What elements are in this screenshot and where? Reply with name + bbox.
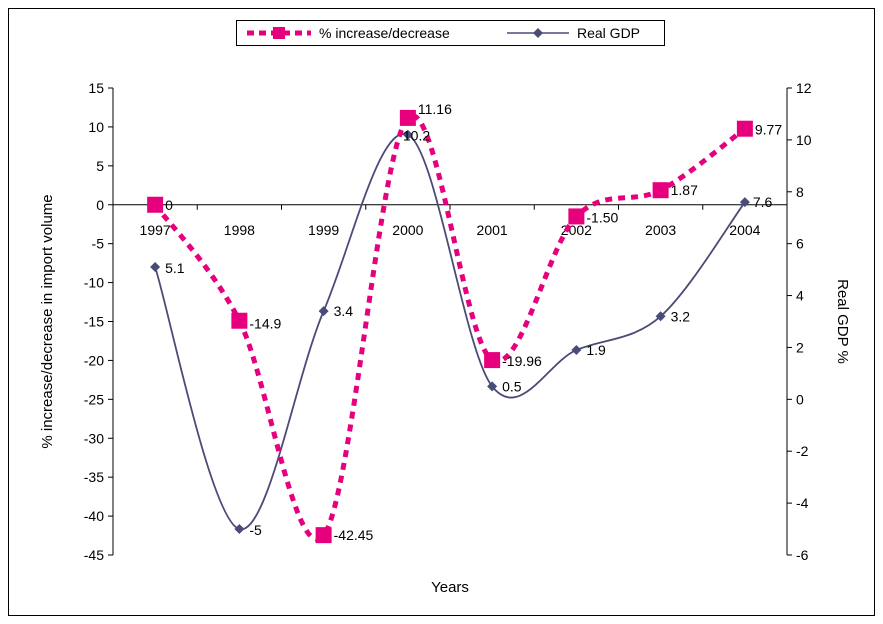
legend-swatch-line-diamond (507, 28, 569, 38)
data-label-import-2000: 11.16 (418, 101, 452, 117)
y-right-tick-label: 12 (796, 80, 812, 96)
chart-frame (8, 8, 875, 616)
data-point-gdp-1998 (234, 524, 245, 535)
series-line-import-change (153, 113, 747, 542)
data-point-import-2001 (484, 352, 501, 369)
chart-legend: % increase/decrease Real GDP (236, 20, 665, 46)
data-label-import-1999: -42.45 (334, 527, 374, 543)
data-label-gdp-2003: 3.2 (671, 308, 691, 324)
y-left-tick-label: 10 (88, 119, 104, 135)
y-left-tick-label: 0 (96, 197, 104, 213)
y-right-tick-label: 6 (796, 236, 804, 252)
data-point-gdp-2001 (487, 381, 498, 392)
data-point-import-2002 (568, 208, 585, 225)
y-left-tick-label: -15 (84, 314, 104, 330)
y-right-tick-label: 10 (796, 132, 812, 148)
data-point-import-1999 (315, 527, 332, 544)
y-left-tick-label: 15 (88, 80, 104, 96)
y-left-tick-label: -10 (84, 275, 104, 291)
y-right-tick-label: -2 (796, 443, 809, 459)
x-tick-label: 1997 (140, 222, 171, 238)
data-label-import-2004: 9.77 (755, 122, 782, 138)
y-left-tick-label: -20 (84, 352, 104, 368)
y-axis-right-title: Real GDP % (834, 279, 851, 364)
x-tick-label: 1998 (224, 222, 255, 238)
data-point-import-2000 (399, 109, 416, 126)
legend-label-real-gdp: Real GDP (577, 25, 641, 41)
data-point-gdp-1997 (150, 262, 161, 273)
data-point-gdp-1999 (318, 306, 329, 317)
x-tick-label: 2003 (645, 222, 676, 238)
x-tick-label: 1999 (308, 222, 339, 238)
y-left-tick-label: -35 (84, 469, 104, 485)
data-point-gdp-2002 (571, 345, 582, 356)
data-point-import-1998 (231, 312, 248, 329)
data-label-import-2002: -1.50 (586, 209, 618, 225)
data-point-gdp-2004 (739, 197, 750, 208)
data-point-gdp-2000 (402, 129, 413, 140)
data-label-gdp-1998: -5 (249, 522, 262, 538)
y-right-tick-label: 2 (796, 339, 804, 355)
x-axis-title: Years (431, 579, 469, 596)
y-left-tick-label: 5 (96, 158, 104, 174)
x-tick-label: 2000 (392, 222, 423, 238)
legend-label-import-change: % increase/decrease (319, 25, 450, 41)
data-label-import-2001: -19.96 (502, 353, 542, 369)
y-left-tick-label: -45 (84, 547, 104, 563)
y-right-tick-label: -6 (796, 547, 809, 563)
data-label-gdp-2004: 7.6 (753, 194, 773, 210)
data-label-gdp-2001: 0.5 (502, 378, 522, 394)
data-label-gdp-1999: 3.4 (334, 303, 354, 319)
y-right-tick-label: 0 (796, 391, 804, 407)
data-label-import-2003: 1.87 (671, 182, 698, 198)
y-right-tick-label: -4 (796, 495, 809, 511)
data-label-import-1998: -14.9 (249, 316, 281, 332)
y-left-tick-label: -30 (84, 430, 104, 446)
data-point-gdp-2003 (655, 311, 666, 322)
data-point-import-2003 (652, 182, 669, 199)
data-label-gdp-1997: 5.1 (165, 260, 185, 276)
data-label-gdp-2002: 1.9 (586, 342, 606, 358)
y-axis-left-title: % increase/decrease in import volume (39, 194, 56, 448)
x-tick-label: 2001 (477, 222, 508, 238)
data-label-import-1997: 0 (165, 197, 173, 213)
data-point-import-1997 (147, 196, 164, 213)
y-right-tick-label: 4 (796, 288, 804, 304)
y-left-tick-label: -40 (84, 508, 104, 524)
y-right-tick-label: 8 (796, 184, 804, 200)
y-left-tick-label: -25 (84, 391, 104, 407)
legend-swatch-dotted-square (247, 27, 311, 39)
x-tick-label: 2004 (729, 222, 760, 238)
data-label-gdp-2000: 10.2 (403, 128, 430, 144)
data-point-import-2004 (736, 120, 753, 137)
y-left-tick-label: -5 (92, 236, 105, 252)
